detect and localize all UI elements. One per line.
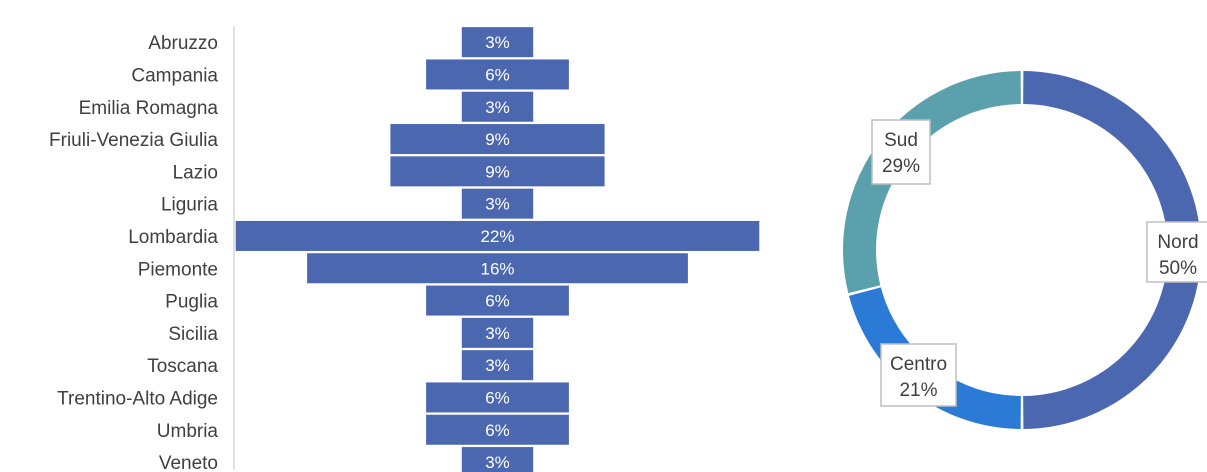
bar-campania (426, 59, 569, 90)
category-label-liguria: Liguria (161, 195, 218, 216)
category-label-campania: Campania (131, 65, 218, 86)
bar-piemonte (307, 253, 688, 284)
bar-puglia (426, 285, 569, 316)
donut-slice-centro (848, 287, 1021, 429)
bar-friuli-venezia-giulia (390, 124, 605, 155)
slice-label-box (1146, 221, 1207, 283)
category-label-lazio: Lazio (173, 162, 218, 183)
donut-slice-nord (1023, 71, 1201, 429)
data-label-abruzzo: 3% (485, 33, 510, 52)
bar-abruzzo (461, 27, 534, 58)
slice-label-sud: Sud 29% (871, 119, 931, 185)
slice-percent: 50% (1159, 258, 1197, 279)
slice-label-box (871, 119, 931, 185)
data-label-umbria: 6% (485, 421, 510, 440)
slice-name: Sud (884, 130, 918, 151)
slice-percent: 29% (882, 156, 920, 177)
bar-toscana (461, 350, 534, 381)
donut-slice-labels: Nord 50% Centro 21% Sud 29% (871, 119, 1207, 407)
data-label-trentino-alto-adige: 6% (485, 388, 510, 407)
category-label-friuli-venezia-giulia: Friuli-Venezia Giulia (49, 130, 218, 151)
data-label-emilia-romagna: 3% (485, 98, 510, 117)
data-label-friuli-venezia-giulia: 9% (485, 130, 510, 149)
slice-name: Centro (890, 354, 947, 375)
slice-percent: 21% (899, 380, 937, 401)
bar-lombardia (235, 220, 760, 251)
bar-sicilia (461, 317, 534, 348)
category-labels: Abruzzo Campania Emilia Romagna Friuli-Vene… (49, 33, 218, 472)
bar-emilia-romagna (461, 91, 534, 122)
bar-veneto (461, 447, 534, 472)
category-label-trentino-alto-adige: Trentino-Alto Adige (57, 388, 218, 409)
area-donut-chart: Nord 50% Centro 21% Sud 29% (843, 71, 1207, 429)
category-label-emilia-romagna: Emilia Romagna (79, 98, 219, 119)
slice-label-nord: Nord 50% (1146, 221, 1207, 283)
category-label-abruzzo: Abruzzo (148, 33, 218, 54)
data-label-piemonte: 16% (480, 259, 514, 278)
region-bar-chart: Abruzzo Campania Emilia Romagna Friuli-Vene… (49, 26, 760, 472)
data-label-toscana: 3% (485, 356, 510, 375)
bar-trentino-alto-adige (426, 382, 569, 413)
slice-name: Nord (1157, 232, 1198, 253)
data-label-lombardia: 22% (480, 227, 514, 246)
bars (235, 27, 760, 472)
data-label-campania: 6% (485, 65, 510, 84)
slice-label-centro: Centro 21% (880, 343, 957, 407)
category-label-puglia: Puglia (165, 292, 218, 313)
category-label-umbria: Umbria (157, 421, 219, 442)
category-label-veneto: Veneto (159, 453, 218, 472)
category-label-piemonte: Piemonte (138, 259, 218, 280)
bar-data-labels: 3% 6% 3% 9% 9% 3% 22% 16% 6% 3% 3% 6% 6% 3% (480, 33, 514, 472)
bar-lazio (390, 156, 605, 187)
data-label-veneto: 3% (485, 453, 510, 472)
data-label-liguria: 3% (485, 195, 510, 214)
donut-slice-sud (843, 71, 1021, 294)
category-label-sicilia: Sicilia (168, 324, 218, 345)
category-label-toscana: Toscana (147, 356, 218, 377)
bar-liguria (461, 188, 534, 219)
bar-umbria (426, 414, 569, 445)
data-label-sicilia: 3% (485, 324, 510, 343)
data-label-puglia: 6% (485, 292, 510, 311)
slice-label-box (880, 343, 957, 407)
category-label-lombardia: Lombardia (128, 227, 218, 248)
data-label-lazio: 9% (485, 162, 510, 181)
